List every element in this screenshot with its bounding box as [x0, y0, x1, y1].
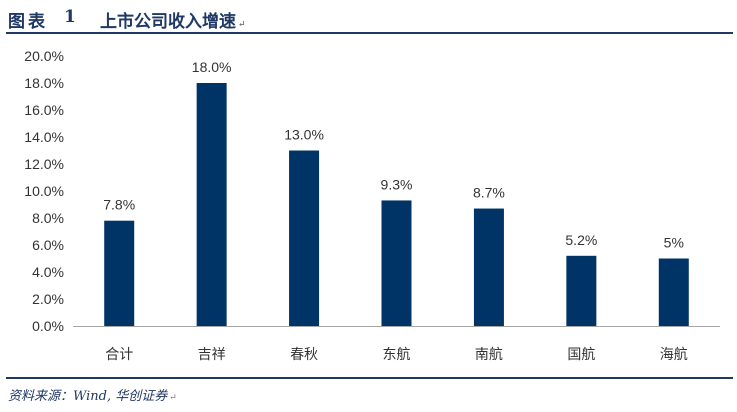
bar: [289, 150, 320, 326]
figure-label: 图表: [8, 12, 48, 32]
x-tick-label: 春秋: [290, 347, 318, 363]
y-tick-label: 4.0%: [32, 264, 64, 280]
y-tick-label: 12.0%: [24, 156, 64, 172]
data-label: 9.3%: [381, 176, 413, 192]
y-tick-label: 18.0%: [24, 75, 64, 91]
y-tick-label: 10.0%: [24, 183, 64, 199]
data-label: 5%: [664, 235, 684, 251]
bar: [381, 200, 412, 326]
x-tick-label: 合计: [105, 347, 133, 363]
y-tick-label: 8.0%: [32, 210, 64, 226]
x-tick-label: 南航: [475, 347, 503, 363]
bar-chart: 0.0% 2.0% 4.0% 6.0% 8.0% 10.0% 12.0% 14.0% 16.0%…: [24, 48, 720, 363]
data-label: 7.8%: [103, 197, 135, 213]
paragraph-mark-icon: ↵: [238, 20, 246, 30]
source-note: 资料来源：Wind, 华创证券 ↵: [8, 385, 177, 404]
y-tick-label: 20.0%: [24, 48, 64, 64]
top-rule: [6, 32, 733, 34]
data-label: 13.0%: [284, 127, 324, 143]
x-tick-label: 吉祥: [198, 347, 226, 363]
bar: [196, 83, 227, 326]
paragraph-mark-icon: ↵: [169, 393, 177, 403]
bar: [566, 255, 597, 326]
y-tick-label: 6.0%: [32, 237, 64, 253]
figure-title-text: 上市公司收入增速: [100, 12, 236, 32]
data-label: 5.2%: [565, 232, 597, 248]
source-text: 资料来源：Wind, 华创证券: [8, 389, 168, 404]
x-tick-label: 国航: [567, 347, 595, 363]
x-tick-label: 东航: [383, 347, 411, 363]
y-tick-label: 14.0%: [24, 129, 64, 145]
figure-number: 1: [64, 7, 76, 27]
x-tick-label: 海航: [660, 347, 688, 363]
bar: [104, 220, 135, 326]
y-tick-label: 0.0%: [32, 318, 64, 334]
figure-header: 图表 1 上市公司收入增速 ↵: [8, 4, 733, 32]
y-tick-label: 2.0%: [32, 291, 64, 307]
bar: [473, 208, 504, 326]
bottom-rule: [6, 377, 733, 379]
bar: [658, 258, 689, 326]
y-tick-label: 16.0%: [24, 102, 64, 118]
data-label: 18.0%: [192, 59, 232, 75]
figure-title: 上市公司收入增速 ↵: [100, 7, 246, 32]
data-label: 8.7%: [473, 185, 505, 201]
